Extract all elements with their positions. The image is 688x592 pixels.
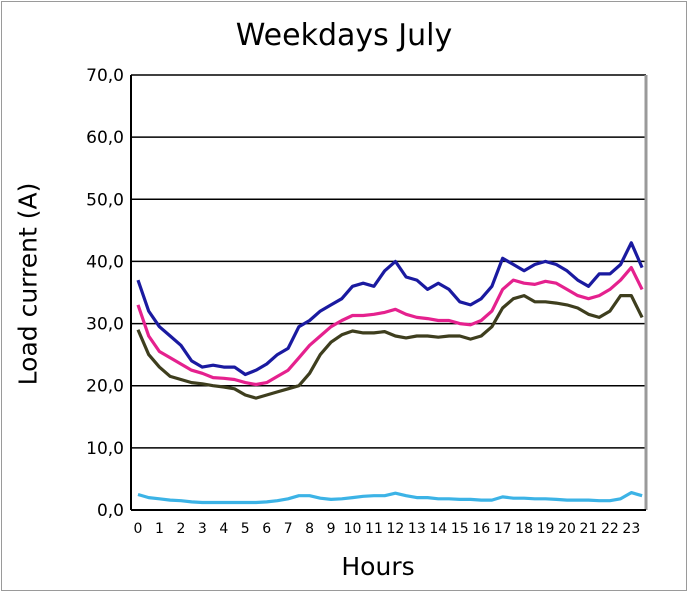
x-tick-label: 17 xyxy=(494,521,512,537)
y-tick-label: 0,0 xyxy=(97,501,124,521)
x-tick-label: 12 xyxy=(386,521,404,537)
x-tick-label: 0 xyxy=(134,521,143,537)
series-line-3 xyxy=(136,294,644,400)
y-tick-label: 60,0 xyxy=(86,128,124,148)
x-tick-label: 19 xyxy=(537,521,555,537)
x-tick-label: 14 xyxy=(429,521,447,537)
x-tick-label: 22 xyxy=(601,521,619,537)
chart-title: Weekdays July xyxy=(235,18,453,53)
x-tick-label: 8 xyxy=(305,521,314,537)
x-tick-label: 23 xyxy=(622,521,640,537)
x-tick-label: 15 xyxy=(451,521,469,537)
plot-area xyxy=(131,75,646,510)
series-line-4 xyxy=(137,491,643,505)
series-line-1 xyxy=(136,241,644,377)
x-tick-label: 4 xyxy=(219,521,228,537)
x-tick-label: 16 xyxy=(472,521,490,537)
x-tick-label: 7 xyxy=(284,521,293,537)
x-tick-label: 2 xyxy=(176,521,185,537)
x-tick-label: 21 xyxy=(580,521,598,537)
y-tick-label: 20,0 xyxy=(86,377,124,397)
x-tick-label: 20 xyxy=(558,521,576,537)
y-tick-label: 40,0 xyxy=(86,252,124,272)
x-tick-label: 13 xyxy=(408,521,426,537)
y-tick-label: 10,0 xyxy=(86,439,124,459)
x-tick-label: 6 xyxy=(262,521,271,537)
x-tick-label: 1 xyxy=(155,521,164,537)
x-tick-label: 5 xyxy=(241,521,250,537)
y-tick-label: 50,0 xyxy=(86,190,124,210)
series-line-2 xyxy=(136,266,644,387)
x-tick-label: 9 xyxy=(327,521,336,537)
x-axis-label: Hours xyxy=(341,552,415,581)
y-tick-label: 70,0 xyxy=(86,66,124,86)
y-tick-label: 30,0 xyxy=(86,315,124,335)
x-tick-label: 3 xyxy=(198,521,207,537)
x-tick-label: 11 xyxy=(365,521,383,537)
x-tick-label: 18 xyxy=(515,521,533,537)
x-tick-label: 10 xyxy=(344,521,362,537)
